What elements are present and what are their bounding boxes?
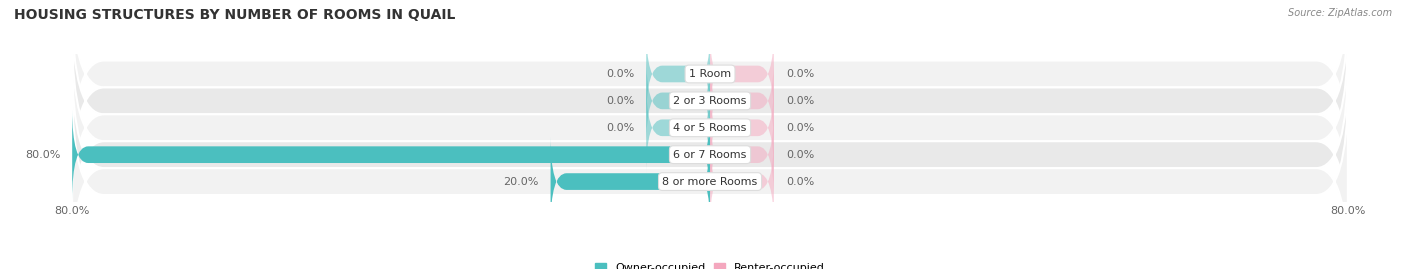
- FancyBboxPatch shape: [72, 87, 1348, 269]
- FancyBboxPatch shape: [72, 34, 1348, 222]
- Text: 0.0%: 0.0%: [606, 96, 634, 106]
- FancyBboxPatch shape: [647, 29, 710, 119]
- Legend: Owner-occupied, Renter-occupied: Owner-occupied, Renter-occupied: [591, 259, 830, 269]
- Text: 0.0%: 0.0%: [606, 69, 634, 79]
- Text: 80.0%: 80.0%: [25, 150, 60, 160]
- Text: 0.0%: 0.0%: [786, 150, 814, 160]
- Text: 4 or 5 Rooms: 4 or 5 Rooms: [673, 123, 747, 133]
- FancyBboxPatch shape: [72, 0, 1348, 168]
- Text: 0.0%: 0.0%: [606, 123, 634, 133]
- FancyBboxPatch shape: [647, 55, 710, 146]
- Text: 0.0%: 0.0%: [786, 69, 814, 79]
- FancyBboxPatch shape: [72, 61, 1348, 249]
- FancyBboxPatch shape: [710, 136, 773, 227]
- Text: 1 Room: 1 Room: [689, 69, 731, 79]
- Text: HOUSING STRUCTURES BY NUMBER OF ROOMS IN QUAIL: HOUSING STRUCTURES BY NUMBER OF ROOMS IN…: [14, 8, 456, 22]
- Text: 0.0%: 0.0%: [786, 123, 814, 133]
- FancyBboxPatch shape: [72, 7, 1348, 195]
- FancyBboxPatch shape: [72, 109, 710, 200]
- FancyBboxPatch shape: [551, 136, 710, 227]
- FancyBboxPatch shape: [710, 29, 773, 119]
- Text: Source: ZipAtlas.com: Source: ZipAtlas.com: [1288, 8, 1392, 18]
- Text: 2 or 3 Rooms: 2 or 3 Rooms: [673, 96, 747, 106]
- Text: 8 or more Rooms: 8 or more Rooms: [662, 176, 758, 187]
- FancyBboxPatch shape: [710, 82, 773, 173]
- Text: 0.0%: 0.0%: [786, 176, 814, 187]
- Text: 0.0%: 0.0%: [786, 96, 814, 106]
- Text: 6 or 7 Rooms: 6 or 7 Rooms: [673, 150, 747, 160]
- FancyBboxPatch shape: [710, 109, 773, 200]
- Text: 20.0%: 20.0%: [503, 176, 538, 187]
- FancyBboxPatch shape: [647, 82, 710, 173]
- FancyBboxPatch shape: [710, 55, 773, 146]
